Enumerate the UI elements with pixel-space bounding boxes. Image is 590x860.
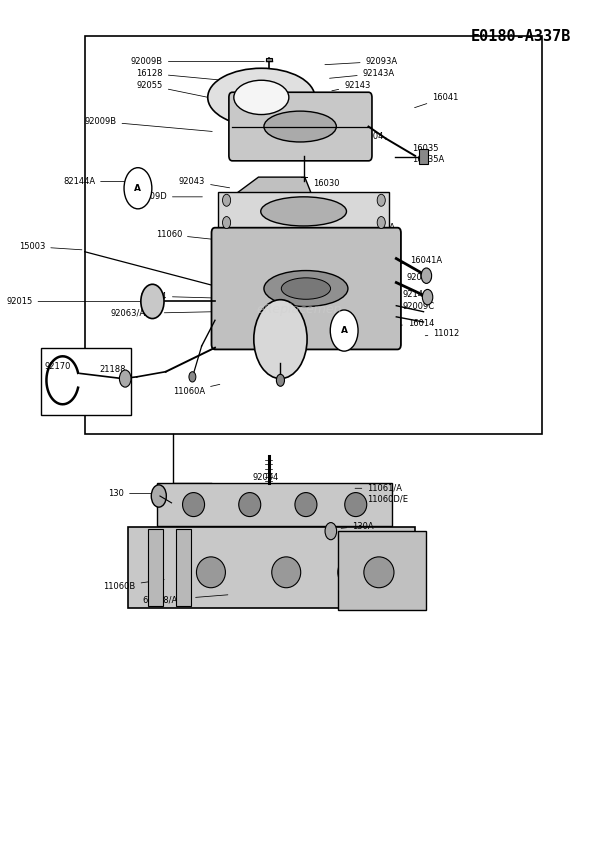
Text: 92143: 92143 bbox=[332, 81, 371, 91]
Bar bbox=[266, 58, 272, 61]
Circle shape bbox=[151, 485, 166, 507]
Circle shape bbox=[124, 168, 152, 209]
Text: 92144: 92144 bbox=[395, 290, 428, 299]
Text: 92009: 92009 bbox=[214, 343, 268, 353]
Text: 16030: 16030 bbox=[306, 179, 340, 187]
Text: 92009B: 92009B bbox=[84, 117, 212, 132]
Text: 16041A: 16041A bbox=[401, 255, 442, 265]
Text: 16035: 16035 bbox=[412, 144, 438, 153]
Ellipse shape bbox=[359, 557, 388, 587]
Text: 11061/A: 11061/A bbox=[355, 484, 402, 493]
Text: 11060: 11060 bbox=[156, 230, 214, 239]
Text: E0180-A337B: E0180-A337B bbox=[471, 29, 571, 44]
Text: 16035A: 16035A bbox=[412, 156, 444, 164]
Text: 92144B: 92144B bbox=[351, 319, 384, 329]
Text: 92063/A~D: 92063/A~D bbox=[110, 309, 212, 318]
Ellipse shape bbox=[364, 557, 394, 587]
Text: 130: 130 bbox=[108, 489, 153, 498]
Circle shape bbox=[189, 372, 196, 382]
Circle shape bbox=[222, 217, 231, 229]
Bar bbox=[84, 35, 542, 434]
Circle shape bbox=[141, 285, 164, 318]
Text: 92055: 92055 bbox=[137, 81, 218, 100]
Ellipse shape bbox=[264, 111, 336, 142]
Text: 11012: 11012 bbox=[425, 329, 460, 339]
Text: 130A: 130A bbox=[341, 521, 374, 531]
Text: 92143A: 92143A bbox=[330, 69, 395, 78]
Text: A: A bbox=[340, 326, 348, 335]
FancyBboxPatch shape bbox=[339, 531, 427, 610]
Text: 16041: 16041 bbox=[415, 93, 458, 108]
Bar bbox=[148, 529, 163, 605]
Circle shape bbox=[254, 299, 307, 378]
Bar bbox=[176, 529, 191, 605]
Text: A: A bbox=[135, 184, 142, 193]
Text: 15003: 15003 bbox=[19, 242, 82, 251]
Circle shape bbox=[119, 370, 131, 387]
Ellipse shape bbox=[295, 493, 317, 517]
Ellipse shape bbox=[272, 557, 301, 587]
Circle shape bbox=[325, 523, 337, 540]
Text: 16014: 16014 bbox=[400, 319, 434, 329]
Text: 11060A: 11060A bbox=[173, 384, 220, 396]
Text: 11060C: 11060C bbox=[378, 588, 417, 599]
Circle shape bbox=[377, 217, 385, 229]
FancyBboxPatch shape bbox=[157, 483, 392, 526]
Ellipse shape bbox=[208, 68, 315, 126]
Text: 92009D: 92009D bbox=[134, 193, 202, 201]
FancyBboxPatch shape bbox=[229, 92, 372, 161]
Circle shape bbox=[330, 310, 358, 351]
Text: 92015: 92015 bbox=[6, 297, 145, 306]
Circle shape bbox=[276, 374, 284, 386]
Text: 92009A: 92009A bbox=[358, 224, 396, 233]
Circle shape bbox=[422, 290, 433, 304]
Bar bbox=[419, 149, 428, 164]
Text: 16128: 16128 bbox=[136, 69, 238, 82]
Text: 92093A: 92093A bbox=[325, 57, 398, 66]
Text: 16031: 16031 bbox=[322, 194, 358, 203]
Ellipse shape bbox=[264, 271, 348, 306]
Text: 32086: 32086 bbox=[320, 231, 356, 241]
Text: 21188: 21188 bbox=[99, 366, 126, 374]
Ellipse shape bbox=[182, 493, 205, 517]
Text: 92064: 92064 bbox=[140, 292, 212, 301]
Text: 16004: 16004 bbox=[339, 132, 384, 141]
Ellipse shape bbox=[345, 493, 367, 517]
Text: 16025: 16025 bbox=[214, 329, 270, 339]
FancyBboxPatch shape bbox=[211, 228, 401, 349]
Text: 92043: 92043 bbox=[179, 177, 230, 187]
Text: 11060D/E: 11060D/E bbox=[354, 495, 408, 504]
Polygon shape bbox=[235, 177, 310, 209]
Text: 69078/A~C: 69078/A~C bbox=[142, 595, 228, 605]
Text: eReplacemen: eReplacemen bbox=[256, 304, 342, 316]
Ellipse shape bbox=[196, 557, 225, 587]
Bar bbox=[218, 192, 389, 231]
Circle shape bbox=[222, 194, 231, 206]
Text: 11060B: 11060B bbox=[103, 580, 164, 591]
Ellipse shape bbox=[261, 197, 346, 226]
Ellipse shape bbox=[281, 278, 330, 299]
Ellipse shape bbox=[338, 557, 367, 587]
Text: 82144A: 82144A bbox=[63, 177, 128, 186]
Circle shape bbox=[377, 194, 385, 206]
Text: 92004: 92004 bbox=[253, 465, 278, 482]
Bar bbox=[41, 347, 131, 415]
Text: 92170: 92170 bbox=[44, 362, 70, 371]
Text: 92083: 92083 bbox=[400, 273, 432, 282]
Ellipse shape bbox=[239, 493, 261, 517]
FancyBboxPatch shape bbox=[128, 527, 415, 608]
Circle shape bbox=[421, 268, 432, 284]
Text: 92009B: 92009B bbox=[131, 57, 264, 66]
Ellipse shape bbox=[234, 80, 289, 114]
Text: 92009C: 92009C bbox=[396, 302, 434, 311]
